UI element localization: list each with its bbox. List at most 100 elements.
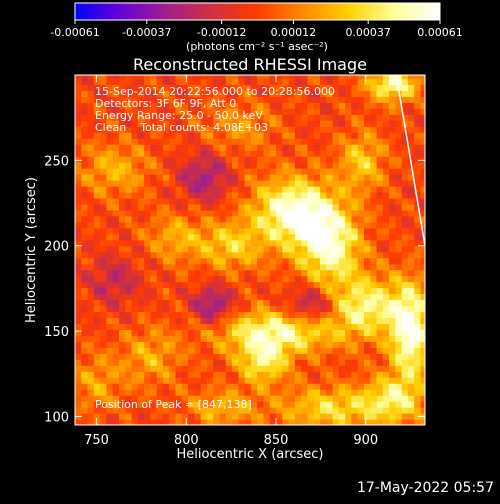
heatmap-cell [200, 311, 208, 319]
heatmap-cell [282, 335, 290, 342]
heatmap-cell [87, 168, 95, 175]
heatmap-cell [263, 287, 271, 295]
heatmap-cell [232, 132, 239, 139]
heatmap-cell [320, 341, 327, 348]
heatmap-cell [345, 341, 353, 348]
heatmap-cell [401, 269, 409, 277]
heatmap-cell [106, 174, 114, 181]
heatmap-cell [345, 102, 353, 109]
heatmap-cell [326, 191, 334, 199]
heatmap-cell [269, 395, 277, 402]
heatmap-cell [401, 347, 409, 354]
heatmap-cell [282, 102, 290, 109]
heatmap-cell [206, 365, 214, 372]
heatmap-cell [288, 114, 296, 121]
heatmap-cell [370, 311, 378, 319]
heatmap-cell [206, 84, 214, 91]
heatmap-cell [401, 359, 409, 366]
heatmap-cell [382, 227, 390, 235]
heatmap-cell [313, 215, 321, 223]
heatmap-cell [276, 203, 283, 211]
heatmap-cell [414, 395, 422, 402]
heatmap-cell [338, 407, 346, 414]
heatmap-cell [162, 96, 170, 103]
heatmap-cell [200, 281, 208, 289]
heatmap-cell [351, 389, 359, 396]
heatmap-cell [338, 287, 346, 295]
heatmap-cell [194, 305, 202, 313]
heatmap-cell [345, 96, 353, 103]
heatmap-cell [200, 329, 208, 336]
heatmap-cell [169, 120, 177, 127]
heatmap-cell [370, 156, 378, 163]
heatmap-cell [194, 132, 202, 139]
heatmap-cell [93, 257, 101, 265]
heatmap-cell [345, 132, 353, 139]
heatmap-cell [257, 114, 265, 121]
heatmap-cell [345, 150, 353, 157]
heatmap-cell [150, 395, 158, 402]
heatmap-cell [263, 317, 271, 325]
heatmap-cell [250, 383, 258, 390]
heatmap-cell [257, 269, 265, 277]
heatmap-cell [263, 305, 271, 313]
heatmap-cell [244, 138, 252, 145]
heatmap-cell [162, 191, 170, 199]
heatmap-cell [294, 359, 302, 366]
heatmap-cell [363, 174, 371, 181]
heatmap-cell [389, 156, 396, 163]
heatmap-cell [407, 293, 415, 301]
heatmap-cell [93, 138, 101, 145]
heatmap-cell [125, 191, 133, 199]
heatmap-cell [213, 180, 221, 187]
heatmap-cell [376, 221, 384, 229]
heatmap-cell [87, 84, 95, 91]
heatmap-cell [156, 150, 164, 157]
heatmap-cell [75, 275, 82, 283]
heatmap-cell [225, 293, 233, 301]
heatmap-cell [301, 227, 309, 235]
heatmap-cell [414, 377, 422, 384]
heatmap-cell [376, 150, 384, 157]
heatmap-cell [118, 209, 126, 217]
heatmap-cell [112, 413, 120, 420]
heatmap-cell [313, 353, 321, 360]
heatmap-cell [420, 269, 425, 277]
heatmap-cell [150, 108, 158, 115]
heatmap-cell [288, 78, 296, 85]
heatmap-cell [118, 287, 126, 295]
heatmap-cell [200, 138, 208, 145]
heatmap-cell [389, 227, 396, 235]
heatmap-cell [263, 311, 271, 319]
annotation-peak-position: Position of Peak = [847,138] [95, 398, 252, 411]
heatmap-cell [112, 371, 120, 378]
heatmap-cell [407, 108, 415, 115]
heatmap-cell [338, 329, 346, 336]
heatmap-cell [313, 407, 321, 414]
heatmap-cell [200, 191, 208, 199]
heatmap-cell [257, 341, 265, 348]
heatmap-cell [257, 293, 265, 301]
heatmap-cell [137, 144, 145, 151]
heatmap-cell [225, 114, 233, 121]
heatmap-cell [200, 144, 208, 151]
heatmap-cell [351, 156, 359, 163]
heatmap-cell [351, 269, 359, 277]
heatmap-cell [175, 120, 183, 127]
heatmap-cell [363, 84, 371, 91]
heatmap-cell [338, 75, 346, 80]
heatmap-cell [106, 120, 114, 127]
heatmap-cell [144, 293, 151, 301]
heatmap-cell [320, 329, 327, 336]
heatmap-cell [420, 78, 425, 85]
heatmap-cell [137, 168, 145, 175]
heatmap-cell [313, 90, 321, 97]
heatmap-cell [188, 311, 195, 319]
heatmap-cell [326, 120, 334, 127]
heatmap-cell [332, 162, 340, 169]
heatmap-cell [294, 371, 302, 378]
heatmap-cell [282, 293, 290, 301]
heatmap-cell [194, 389, 202, 396]
heatmap-cell [100, 132, 108, 139]
heatmap-cell [420, 114, 425, 121]
